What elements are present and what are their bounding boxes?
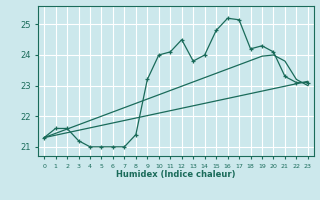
X-axis label: Humidex (Indice chaleur): Humidex (Indice chaleur): [116, 170, 236, 179]
